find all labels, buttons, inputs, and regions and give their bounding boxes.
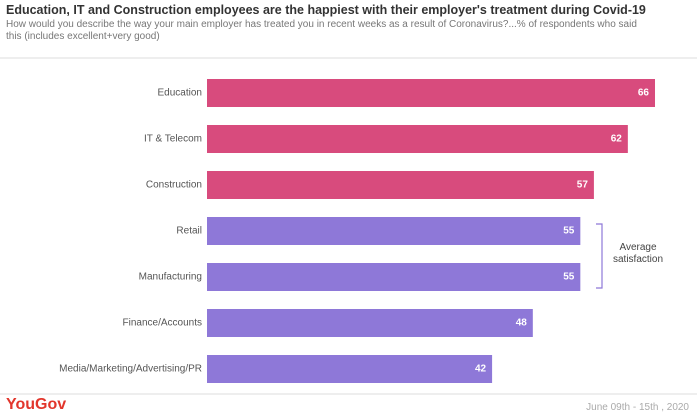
bracket bbox=[596, 223, 603, 289]
bar bbox=[207, 125, 628, 153]
category-label: Retail bbox=[176, 226, 202, 237]
chart-title: Education, IT and Construction employees… bbox=[6, 3, 646, 17]
value-label: 57 bbox=[577, 180, 589, 191]
bar bbox=[207, 309, 533, 337]
category-label: Media/Marketing/Advertising/PR bbox=[59, 364, 202, 375]
value-label: 42 bbox=[475, 364, 487, 375]
category-label: Construction bbox=[146, 180, 202, 191]
category-label: Manufacturing bbox=[139, 272, 202, 283]
bar bbox=[207, 217, 581, 245]
bar bbox=[207, 263, 581, 291]
logo: YouGov bbox=[6, 396, 67, 413]
value-label: 55 bbox=[563, 226, 575, 237]
value-label: 55 bbox=[563, 272, 575, 283]
value-label: 48 bbox=[516, 318, 528, 329]
chart-subtitle: How would you describe the way your main… bbox=[6, 19, 637, 42]
bar bbox=[207, 79, 655, 107]
value-label: 66 bbox=[638, 88, 650, 99]
bar bbox=[207, 171, 594, 199]
date-range: June 09th - 15th , 2020 bbox=[586, 402, 689, 413]
annotation: Average satisfaction bbox=[612, 242, 664, 265]
category-label: IT & Telecom bbox=[144, 134, 202, 145]
value-label: 62 bbox=[611, 134, 623, 145]
category-label: Finance/Accounts bbox=[123, 318, 203, 329]
bar bbox=[207, 355, 493, 383]
category-label: Education bbox=[158, 88, 202, 99]
